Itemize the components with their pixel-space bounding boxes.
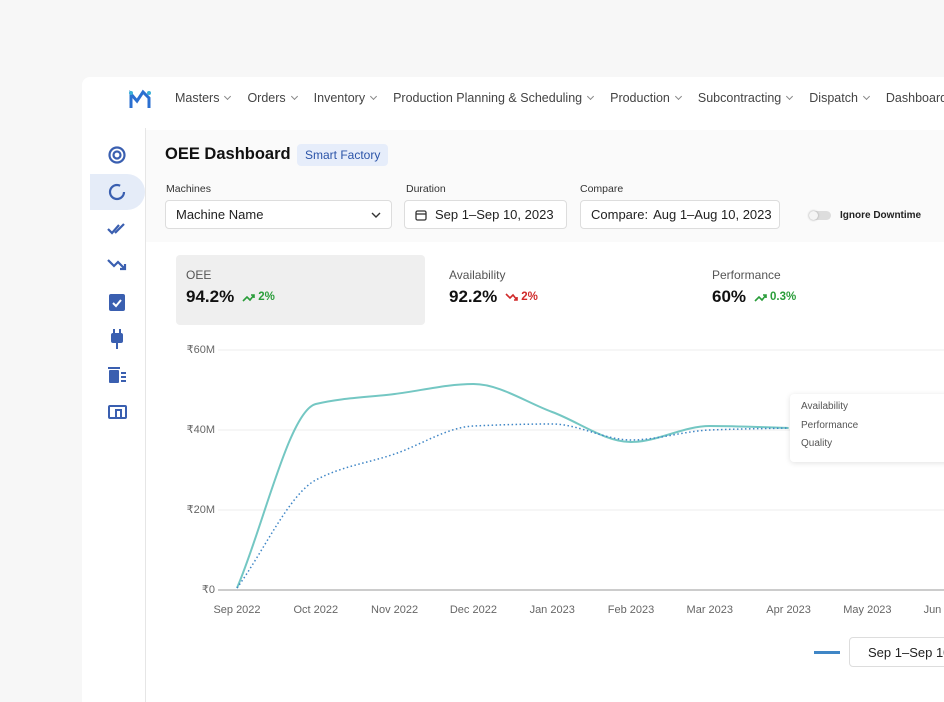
x-tick-label: Apr 2023 [766, 604, 811, 616]
kpi-selected [176, 255, 425, 325]
icon-donut[interactable] [108, 183, 126, 201]
filter-label: Machines [166, 183, 211, 195]
kpi-label: Availability [449, 268, 506, 282]
nav-item[interactable]: Dispatch [809, 91, 869, 105]
filter-label: Duration [406, 183, 446, 195]
icon-plug[interactable] [111, 333, 123, 343]
icon-target[interactable] [108, 146, 126, 164]
duration-value: Sep 1–Sep 10, 2023 [435, 207, 554, 222]
kpi-value: 94.2% [186, 287, 235, 306]
nav-item[interactable]: Orders [247, 91, 296, 105]
machine-select[interactable]: Machine Name [165, 200, 392, 229]
legend-date: Sep 1–Sep 10, 2023 [868, 644, 944, 660]
tooltip: Availability Performance Quality [790, 394, 944, 462]
filter-label: Compare [580, 183, 624, 195]
nav-item[interactable]: Subcontracting [698, 91, 792, 105]
kpi-value: 92.2% [449, 287, 498, 306]
kpi-change: 2% [258, 291, 275, 303]
toggle[interactable] [809, 211, 831, 220]
nav-item[interactable]: Inventory [314, 91, 376, 105]
chevron [371, 212, 381, 218]
kpi-row-value: 60% 0.3% [712, 287, 796, 307]
x-tick-label: Feb 2023 [608, 604, 654, 616]
kpi-label: OEE [186, 268, 212, 282]
kpi-change: 2% [521, 291, 538, 303]
sidebar-icons [107, 146, 127, 419]
icon-bin[interactable] [109, 370, 119, 383]
x-tick-label: Jan 2023 [530, 604, 575, 616]
nav-bar: Masters Orders Inventory Production Plan… [175, 91, 944, 105]
x-tick-label: Sep 2022 [213, 604, 260, 616]
kpi-row-value: 94.2% 2% [186, 287, 275, 307]
series-line [236, 423, 789, 589]
tag: Smart Factory [297, 144, 389, 166]
trend-icon [754, 293, 767, 302]
nav-item[interactable]: Dashboards [886, 91, 944, 105]
y-tick-label: ₹40M [187, 424, 215, 436]
icon-clipboard[interactable] [109, 294, 125, 311]
toggle-label: Ignore Downtime [840, 210, 922, 221]
kpi-value: 60% [712, 287, 747, 306]
legend-line [814, 651, 840, 654]
x-tick-label: Dec 2022 [450, 604, 497, 616]
sidebar-active [90, 174, 145, 210]
y-tick-label: ₹20M [187, 504, 215, 516]
calendar-icon [415, 209, 427, 221]
nav-item[interactable]: Masters [175, 91, 230, 105]
icon-trend[interactable] [107, 259, 127, 271]
x-tick-label: Oct 2022 [293, 604, 338, 616]
x-tick-label: May 2023 [843, 604, 891, 616]
compare-value: Aug 1–Aug 10, 2023 [653, 207, 772, 222]
select-value: Machine Name [176, 207, 264, 222]
trend-icon [505, 292, 519, 301]
x-tick-label: Nov 2022 [371, 604, 418, 616]
kpi-label: Performance [712, 268, 781, 282]
tooltip-item: Availability [801, 401, 849, 412]
compare-picker[interactable]: Compare: Aug 1–Aug 10, 2023 [580, 200, 780, 229]
logo[interactable] [128, 88, 152, 110]
tooltip-item: Performance [801, 419, 859, 431]
page-title: OEE Dashboard [165, 145, 291, 163]
tooltip-item: Quality [801, 438, 833, 449]
nav-item[interactable]: Production Planning & Scheduling [393, 91, 593, 105]
nav-item[interactable]: Production [610, 91, 681, 105]
y-tick-label: ₹60M [187, 344, 215, 356]
duration-picker[interactable]: Sep 1–Sep 10, 2023 [404, 200, 567, 229]
compare-prefix: Compare: [591, 207, 649, 222]
x-tick-label: Jun 2023 [924, 604, 944, 616]
sidebar-divider [145, 128, 146, 702]
trend-icon [242, 293, 256, 302]
x-tick-label: Mar 2023 [687, 604, 733, 616]
icon-check[interactable] [107, 223, 125, 235]
kpi-row-value: 92.2% 2% [449, 287, 538, 307]
legend-date-picker[interactable]: Sep 1–Sep 10, 2023 [849, 637, 944, 667]
series-line [236, 382, 789, 589]
kpi-change: 0.3% [770, 291, 797, 303]
toggle-knob [809, 211, 818, 220]
y-tick-label: ₹0 [202, 584, 215, 596]
